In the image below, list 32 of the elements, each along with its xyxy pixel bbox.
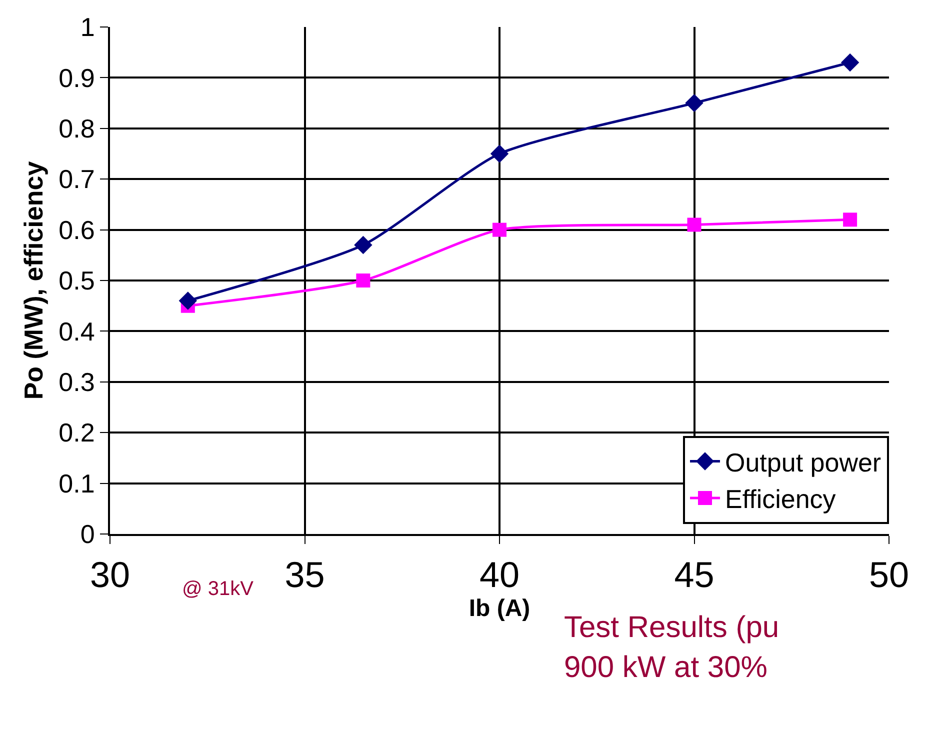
- text: @ 31kV: [182, 578, 254, 600]
- point: [354, 236, 372, 254]
- x-tick-label: 45: [674, 554, 714, 596]
- x-tick-label: 50: [868, 554, 910, 596]
- point: [356, 274, 370, 288]
- y-axis-title: Po (MW), efficiency: [18, 160, 49, 400]
- y-tick-label: 0.9: [58, 62, 95, 93]
- y-tick-label: 0.8: [58, 114, 95, 144]
- x-axis-title: Ib (A): [468, 595, 530, 622]
- y-tick-label: 0.4: [58, 316, 95, 346]
- x-tick-label: 30: [90, 554, 130, 596]
- y-tick-label: 0.3: [58, 367, 95, 397]
- point: [492, 222, 506, 237]
- point: [843, 212, 858, 227]
- x-tick-label: 40: [479, 554, 520, 596]
- y-tick-label: 0.5: [58, 266, 95, 296]
- text: Test Results (pu: [564, 611, 780, 644]
- y-tick-label: 0.7: [58, 164, 95, 194]
- point: [687, 218, 702, 232]
- text: 900 kW at 30%: [564, 651, 768, 684]
- y-tick-label: 0.6: [58, 214, 95, 245]
- point: [685, 94, 704, 112]
- legend-label: Efficiency: [725, 484, 836, 514]
- y-tick-label: 1: [80, 12, 95, 42]
- point: [840, 53, 860, 72]
- point: [490, 144, 509, 163]
- x-tick-label: 35: [284, 554, 325, 596]
- y-tick-label: 0.1: [58, 468, 95, 498]
- legend-label: Output power: [725, 447, 882, 478]
- y-tick-label: 0: [80, 519, 95, 550]
- point: [178, 292, 197, 310]
- y-tick-label: 0.2: [58, 418, 95, 448]
